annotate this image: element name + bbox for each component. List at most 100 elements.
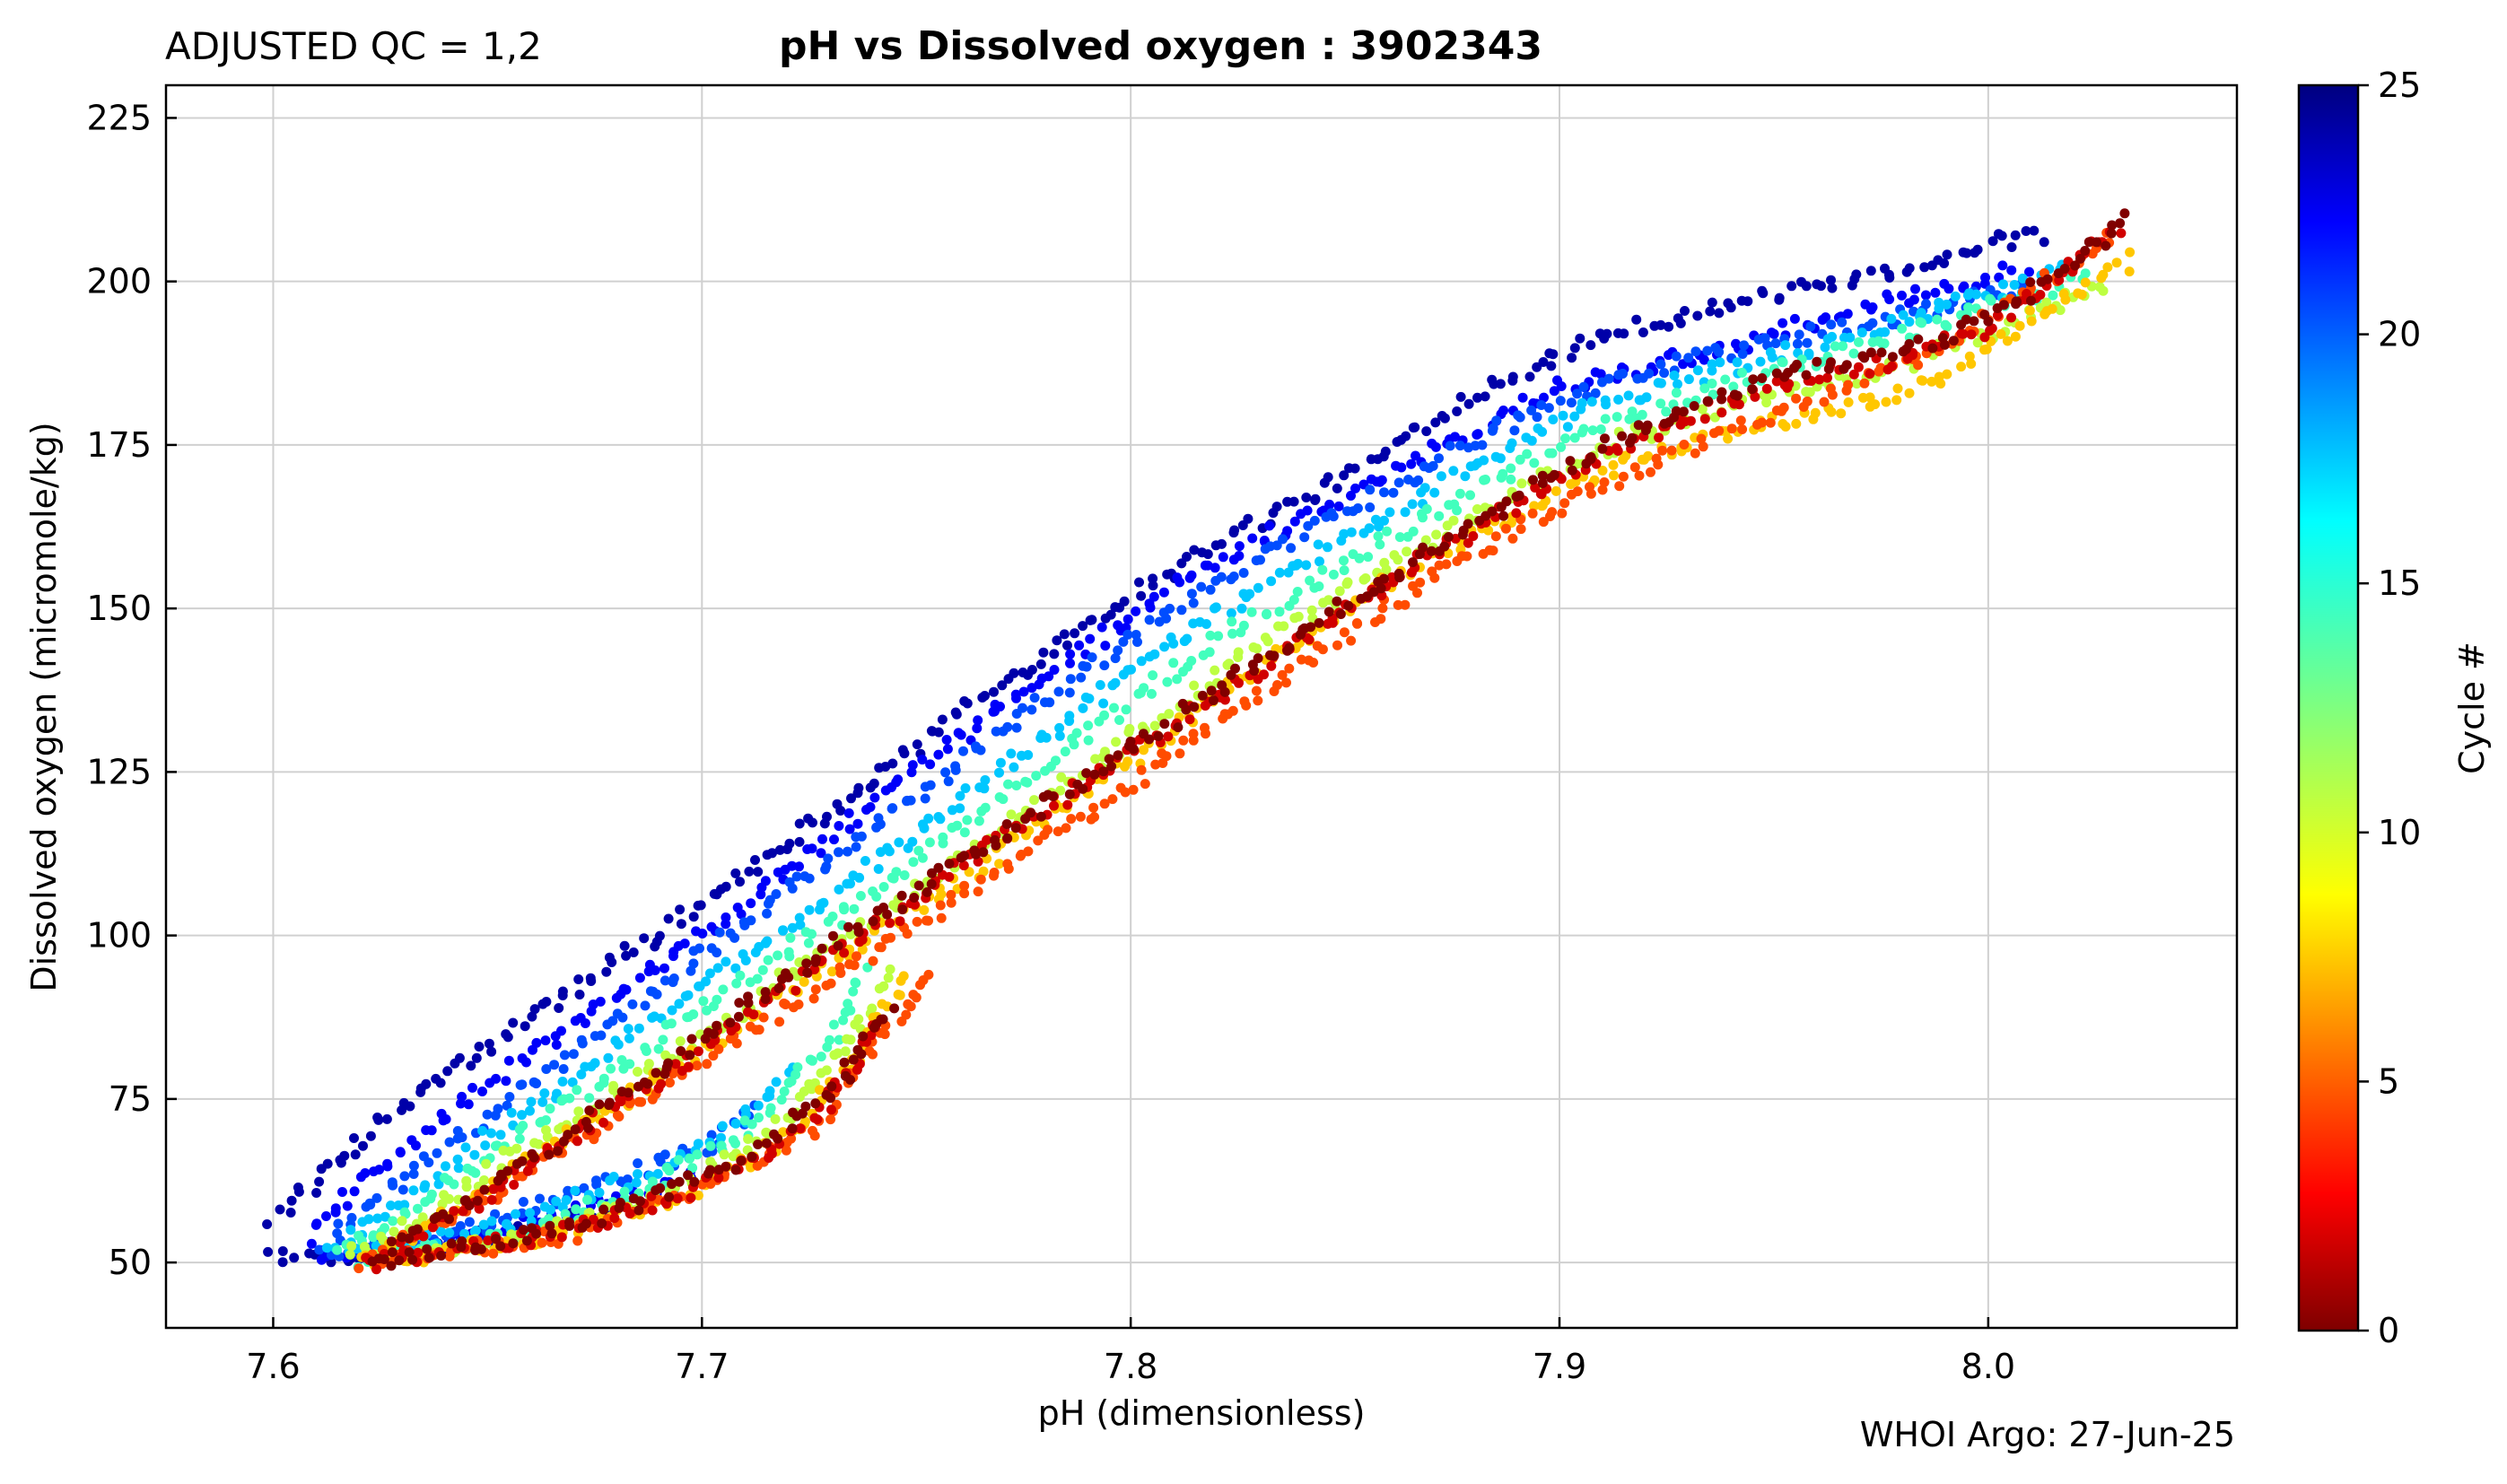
data-point: [1062, 640, 1072, 650]
data-point: [1675, 318, 1686, 328]
data-point: [1985, 293, 1996, 304]
data-point: [936, 912, 947, 923]
data-point: [1761, 397, 1772, 408]
data-point: [850, 977, 860, 988]
data-point: [1393, 477, 1404, 488]
data-point: [1961, 248, 1972, 258]
data-point: [1408, 423, 1419, 433]
data-point: [1537, 426, 1548, 437]
data-point: [1891, 395, 1902, 406]
data-point: [1439, 413, 1450, 423]
data-point: [1716, 407, 1727, 418]
data-point: [1434, 453, 1444, 464]
data-point: [1969, 316, 1979, 327]
data-point: [518, 1225, 528, 1235]
data-point: [1956, 362, 1967, 372]
data-point: [1385, 507, 1395, 518]
data-point: [1487, 374, 1498, 385]
data-point: [994, 792, 1005, 802]
data-point: [1328, 569, 1339, 580]
data-point: [1881, 397, 1891, 407]
data-point: [1126, 664, 1136, 675]
data-point: [1066, 814, 1077, 825]
data-point: [386, 1236, 397, 1247]
data-point: [427, 1222, 438, 1233]
data-point: [387, 1247, 397, 1258]
data-point: [731, 978, 742, 989]
data-point: [665, 1078, 675, 1088]
data-point: [1324, 499, 1335, 510]
data-point: [1490, 531, 1501, 542]
data-point: [821, 861, 832, 872]
data-point: [1506, 463, 1516, 474]
plot-frame: [164, 83, 2239, 1330]
data-point: [1113, 750, 1123, 761]
data-point: [878, 981, 889, 991]
data-point: [1557, 508, 1568, 519]
data-point: [546, 1228, 557, 1239]
data-point: [1061, 823, 1071, 834]
data-point: [1271, 502, 1282, 512]
data-point: [1253, 695, 1263, 706]
data-point: [1683, 353, 1694, 363]
data-point: [1041, 732, 1052, 743]
data-point: [591, 1175, 601, 1186]
data-point: [1603, 373, 1614, 384]
data-point: [1586, 397, 1597, 407]
data-point: [2042, 274, 2053, 284]
data-point: [844, 824, 855, 834]
data-point: [557, 1077, 568, 1087]
y-tick-label: 125: [86, 752, 152, 791]
data-point: [609, 1213, 620, 1224]
data-point: [852, 818, 863, 829]
data-point: [289, 1253, 300, 1263]
data-point: [1006, 748, 1017, 759]
data-point: [1569, 343, 1580, 354]
data-point: [553, 1146, 563, 1157]
data-point: [728, 1135, 738, 1146]
colorbar-ticks: 0 5 10 15 20 25: [2358, 65, 2421, 1350]
data-point: [1140, 779, 1150, 790]
data-point: [576, 1034, 587, 1045]
data-point: [712, 1020, 722, 1031]
data-point: [1867, 318, 1878, 328]
data-point: [702, 1005, 712, 1016]
colorbar-tick-label: 15: [2378, 563, 2421, 603]
data-point: [1778, 318, 1788, 328]
data-point: [1981, 344, 1992, 354]
data-point: [460, 1142, 471, 1153]
data-point: [832, 799, 843, 809]
data-point: [1139, 745, 1149, 755]
data-point: [1427, 566, 1437, 577]
data-point: [757, 965, 768, 975]
data-point: [688, 1009, 699, 1019]
data-point: [675, 904, 686, 915]
data-point: [615, 1197, 625, 1208]
colorbar-tick-label: 5: [2378, 1061, 2399, 1101]
data-point: [910, 899, 920, 910]
data-point: [1078, 621, 1088, 632]
data-point: [456, 1242, 467, 1253]
data-point: [1049, 649, 1060, 659]
data-point: [576, 1069, 587, 1079]
data-point: [719, 1149, 729, 1160]
data-point: [1569, 411, 1580, 422]
data-point: [655, 1183, 666, 1193]
data-point: [839, 947, 850, 958]
data-point: [713, 1043, 724, 1054]
data-point: [989, 686, 999, 697]
x-tick-label: 8.0: [1961, 1347, 2015, 1386]
y-tick-label: 150: [86, 589, 152, 628]
data-point: [1407, 499, 1418, 510]
data-point: [572, 1136, 582, 1147]
data-point: [1801, 281, 1812, 292]
data-point: [461, 1175, 472, 1186]
data-point: [1634, 470, 1645, 481]
data-point: [1854, 336, 1864, 347]
data-point: [531, 1078, 542, 1089]
data-point: [564, 1220, 575, 1231]
data-point: [1365, 502, 1376, 512]
data-point: [1350, 483, 1360, 493]
data-point: [1758, 288, 1769, 299]
data-point: [1748, 374, 1759, 385]
